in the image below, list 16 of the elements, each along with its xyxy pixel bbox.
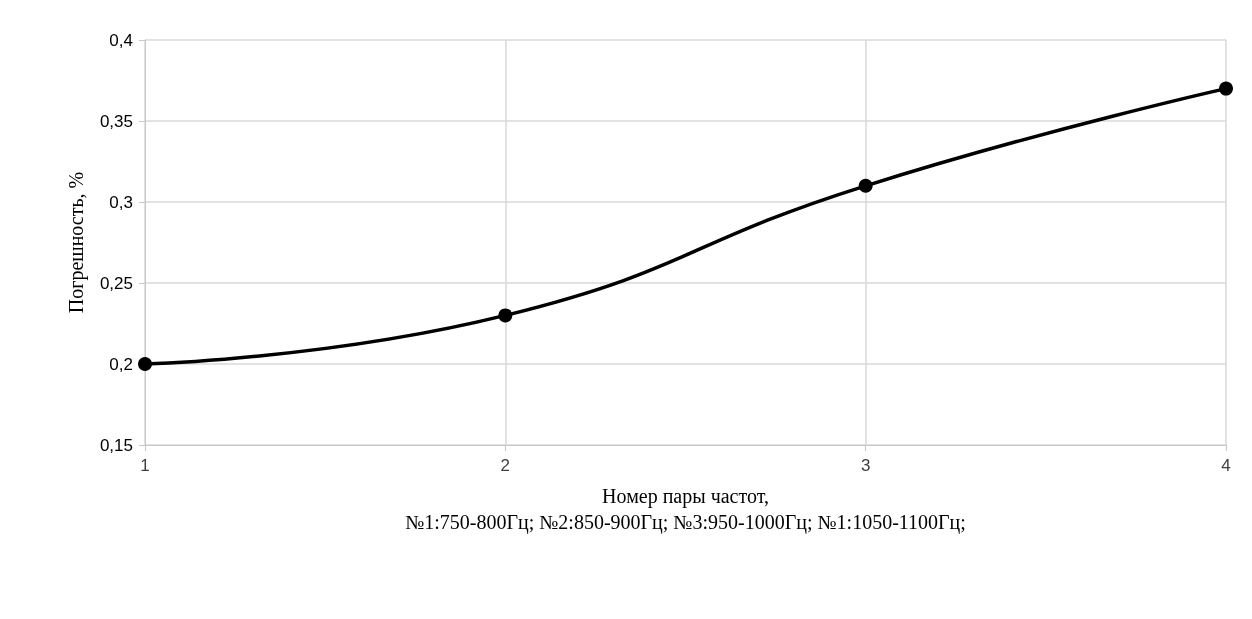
point bbox=[498, 308, 513, 323]
y-tick-label: 0,35 bbox=[99, 111, 133, 131]
point bbox=[138, 357, 152, 371]
x-tick-label: 2 bbox=[500, 456, 511, 475]
point bbox=[858, 178, 873, 193]
y-tick-label: 0,2 bbox=[109, 354, 133, 374]
point bbox=[1219, 81, 1233, 96]
y-tick-label: 0,15 bbox=[99, 435, 133, 455]
y-tick-label: 0,4 bbox=[109, 30, 133, 50]
y-tick-label: 0,25 bbox=[99, 273, 133, 293]
x-tick-label: 1 bbox=[140, 456, 150, 475]
y-tick-label: 0,3 bbox=[109, 192, 133, 212]
y-axis-title: Погрешность, % bbox=[65, 171, 89, 314]
x-tick-label: 4 bbox=[1221, 456, 1231, 475]
x-axis-title: Номер пары частот, №1:750-800Гц; №2:850-900Гц; №3:950-1000Гц; №1:1050-1100Гц; bbox=[405, 485, 966, 534]
x-tick-label: 3 bbox=[860, 456, 871, 475]
